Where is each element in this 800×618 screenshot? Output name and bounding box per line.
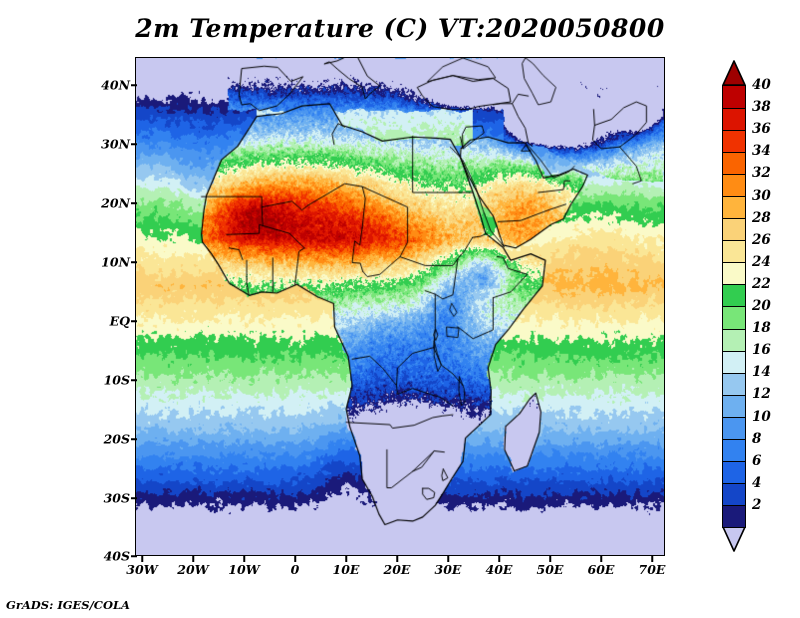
colorbar-band (722, 394, 746, 418)
credit-label: GrADS: IGES/COLA (6, 598, 130, 612)
lon-tick-mark (651, 556, 653, 562)
colorbar-tick-label: 18 (752, 320, 771, 337)
colorbar-band (722, 85, 746, 109)
colorbar-tick-label: 4 (752, 474, 762, 491)
lat-tick-mark (131, 379, 137, 381)
colorbar-band (722, 438, 746, 463)
lat-tick-label: 40N (101, 77, 130, 93)
colorbar-tick-label: 2 (752, 496, 762, 513)
lon-tick-mark (294, 556, 296, 562)
lon-tick-label: 10E (332, 562, 360, 577)
lat-tick-mark (131, 84, 137, 86)
colorbar-tick-label: 16 (752, 342, 771, 359)
lon-tick-label: 70E (638, 562, 666, 577)
colorbar-band (722, 504, 746, 529)
lon-tick-mark (600, 556, 602, 562)
colorbar-band (722, 372, 746, 396)
colorbar-over-arrow (722, 60, 746, 86)
lat-tick-label: 40S (103, 548, 130, 564)
lon-tick-label: 30W (126, 562, 158, 577)
lon-tick-mark (396, 556, 398, 562)
lon-tick-label: 10W (228, 562, 260, 577)
temperature-heatmap (136, 58, 664, 555)
colorbar-tick-label: 12 (752, 386, 771, 403)
colorbar-tick-label: 22 (752, 275, 771, 292)
colorbar-band (722, 350, 746, 374)
colorbar: 2 4 6 8 10 12 14 16 18 20 22 24 26 28 30 32 34 36 38 40 (718, 57, 800, 557)
colorbar-tick-label: 6 (752, 452, 762, 469)
lon-tick-label: 30E (434, 562, 462, 577)
lon-tick-mark (549, 556, 551, 562)
lat-tick-label: 20S (103, 431, 130, 447)
colorbar-band (722, 195, 746, 219)
colorbar-tick-label: 24 (752, 253, 771, 270)
colorbar-tick-label: 28 (752, 209, 771, 226)
lat-tick-label: 30S (103, 490, 130, 506)
lat-tick-label: 10S (103, 372, 130, 388)
colorbar-band (722, 261, 746, 286)
colorbar-band (722, 239, 746, 264)
lon-tick-label: 20W (177, 562, 209, 577)
map-plot-area (135, 57, 665, 556)
colorbar-tick-label: 14 (752, 364, 771, 381)
colorbar-band (722, 173, 746, 197)
colorbar-tick-label: 32 (752, 165, 771, 182)
colorbar-band (722, 328, 746, 352)
lat-tick-label: 20N (101, 195, 130, 211)
colorbar-tick-label: 34 (752, 143, 771, 160)
lon-tick-label: 20E (383, 562, 411, 577)
colorbar-tick-label: 8 (752, 430, 762, 447)
lon-tick-mark (498, 556, 500, 562)
lon-tick-mark (243, 556, 245, 562)
colorbar-tick-label: 26 (752, 231, 771, 248)
colorbar-tick-label: 40 (752, 77, 771, 93)
lon-tick-label: 50E (536, 562, 564, 577)
lon-tick-mark (192, 556, 194, 562)
colorbar-band (722, 107, 746, 131)
colorbar-tick-label: 36 (752, 121, 771, 138)
colorbar-band (722, 482, 746, 507)
lat-tick-label: 30N (101, 136, 130, 152)
colorbar-tick-label: 20 (752, 298, 771, 314)
colorbar-band (722, 283, 746, 308)
colorbar-band (722, 460, 746, 485)
lat-tick-mark (131, 320, 137, 322)
colorbar-band (722, 217, 746, 242)
lat-tick-label: EQ (109, 313, 130, 329)
lon-tick-mark (141, 556, 143, 562)
lat-tick-mark (131, 202, 137, 204)
lat-tick-mark (131, 438, 137, 440)
colorbar-band (722, 129, 746, 153)
lon-tick-mark (447, 556, 449, 562)
lat-tick-label: 10N (101, 254, 130, 270)
lat-tick-mark (131, 497, 137, 499)
colorbar-band (722, 416, 746, 440)
colorbar-tick-label: 10 (752, 408, 771, 425)
colorbar-under-arrow (722, 526, 746, 552)
lon-tick-label: 0 (290, 562, 300, 577)
lon-tick-mark (345, 556, 347, 562)
lat-tick-mark (131, 143, 137, 145)
colorbar-tick-label: 30 (752, 187, 771, 204)
colorbar-band (722, 306, 746, 330)
lat-tick-mark (131, 261, 137, 263)
colorbar-band (722, 151, 746, 175)
lat-tick-mark (131, 555, 137, 557)
lon-tick-label: 40E (485, 562, 513, 577)
lon-tick-label: 60E (587, 562, 615, 577)
chart-title: 2m Temperature (C) VT:2020050800 (135, 14, 665, 43)
colorbar-tick-label: 38 (752, 99, 771, 116)
